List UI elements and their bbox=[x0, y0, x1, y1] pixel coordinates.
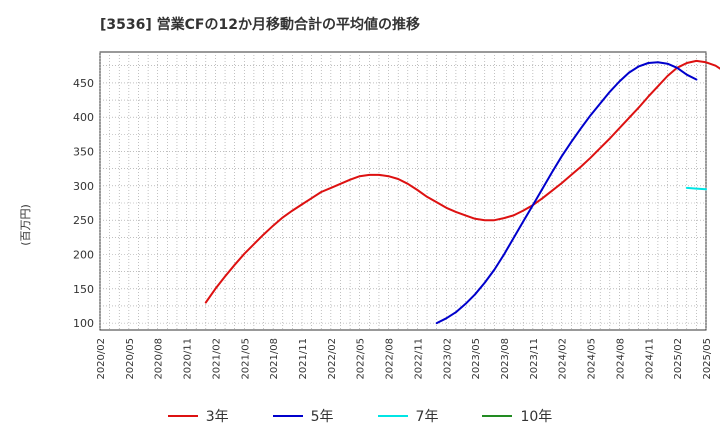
legend-item-10y: 10年 bbox=[482, 404, 552, 428]
x-tick-label: 2022/02 bbox=[327, 338, 338, 380]
legend-swatch-10y bbox=[482, 415, 513, 417]
legend-label-5y: 5年 bbox=[310, 409, 334, 425]
series-line-0 bbox=[204, 59, 720, 304]
x-tick-label: 2023/02 bbox=[442, 338, 453, 380]
legend-swatch-5y bbox=[272, 415, 303, 417]
chart-title: [3536] 営業CFの12か月移動合計の平均値の推移 bbox=[100, 17, 420, 33]
legend-item-7y: 7年 bbox=[377, 404, 439, 428]
x-tick-label: 2020/05 bbox=[125, 338, 136, 380]
y-tick-label: 100 bbox=[73, 317, 94, 330]
x-tick-label: 2021/05 bbox=[240, 338, 251, 380]
series-line-1 bbox=[435, 61, 698, 325]
plot-area bbox=[99, 51, 707, 331]
x-tick-label: 2020/08 bbox=[154, 338, 165, 380]
legend-label-7y: 7年 bbox=[415, 409, 439, 425]
x-tick-label: 2021/08 bbox=[269, 338, 280, 380]
x-tick-label: 2024/02 bbox=[558, 338, 569, 380]
y-tick-label: 150 bbox=[73, 283, 94, 296]
legend-item-5y: 5年 bbox=[272, 404, 334, 428]
x-tick-label: 2025/05 bbox=[702, 338, 713, 380]
y-tick-label: 200 bbox=[73, 248, 94, 261]
x-tick-label: 2020/02 bbox=[96, 338, 107, 380]
x-tick-label: 2023/05 bbox=[471, 338, 482, 380]
x-tick-label: 2022/05 bbox=[356, 338, 367, 380]
x-tick-label: 2022/11 bbox=[413, 338, 424, 380]
x-tick-label: 2024/08 bbox=[615, 338, 626, 380]
x-tick-label: 2024/11 bbox=[644, 338, 655, 380]
x-tick-label: 2024/05 bbox=[587, 338, 598, 380]
x-tick-label: 2025/02 bbox=[673, 338, 684, 380]
x-tick-label: 2023/08 bbox=[500, 338, 511, 380]
series-line-2 bbox=[685, 186, 707, 191]
x-tick-label: 2022/08 bbox=[385, 338, 396, 380]
y-tick-label: 450 bbox=[73, 77, 94, 90]
y-tick-label: 350 bbox=[73, 146, 94, 159]
legend: 3年 5年 7年 10年 bbox=[0, 404, 720, 428]
legend-item-3y: 3年 bbox=[167, 404, 229, 428]
y-tick-label: 300 bbox=[73, 180, 94, 193]
legend-label-10y: 10年 bbox=[520, 409, 553, 425]
x-tick-label: 2020/11 bbox=[183, 338, 194, 380]
legend-swatch-7y bbox=[377, 415, 408, 417]
y-tick-label: 400 bbox=[73, 111, 94, 124]
x-tick-label: 2021/11 bbox=[298, 338, 309, 380]
y-tick-label: 250 bbox=[73, 214, 94, 227]
legend-label-3y: 3年 bbox=[205, 409, 229, 425]
x-tick-label: 2021/02 bbox=[211, 338, 222, 380]
legend-swatch-3y bbox=[167, 415, 198, 417]
x-tick-label: 2023/11 bbox=[529, 338, 540, 380]
